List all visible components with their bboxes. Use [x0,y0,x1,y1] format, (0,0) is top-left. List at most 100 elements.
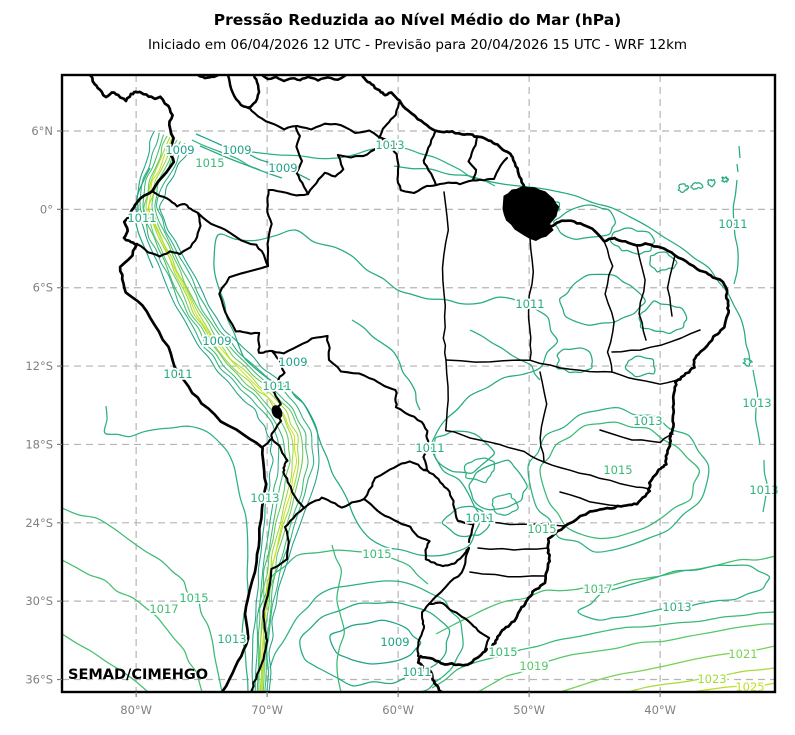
isobar-1013 [742,357,753,367]
isobar-label: 1023 [697,672,726,686]
isobar-label: 1015 [527,522,556,536]
isobar-1013 [577,564,771,621]
isobar-1011 [732,179,739,285]
isobar-label: 1009 [380,635,409,649]
isobar-1013 [103,405,249,691]
state-border [603,240,615,373]
country-border [467,135,479,182]
lon-tick-label: 70°W [251,703,283,717]
isobar-1011 [393,165,751,363]
isobar-label: 1015 [603,463,632,477]
state-border [441,191,450,361]
isobar-1013 [491,492,519,516]
isobar-label: 1015 [195,156,224,170]
isobar-label: 1011 [402,665,431,679]
isobar-label: 1011 [465,511,494,525]
isobar-label: 1009 [278,355,307,369]
isobar-label: 1013 [749,483,778,497]
isobar-1011 [609,227,656,255]
lat-tick-label: 0° [40,202,53,216]
isobar-1011 [721,176,730,183]
isobar-andes [156,142,315,691]
lat-tick-label: 30°S [25,594,53,608]
country-border [294,126,310,196]
isobar-label: 1009 [165,143,194,157]
lon-tick-label: 80°W [120,703,152,717]
map-frame [60,73,777,694]
coastline-east [361,76,731,691]
country-border [416,602,431,658]
isobar-1015 [63,507,223,691]
coastline-borders-layer [89,76,731,691]
isobar-1019 [478,623,774,691]
isobar-1011 [469,329,541,381]
state-border [636,245,647,341]
isobar-1013 [463,457,496,484]
isobar-andes [135,130,274,691]
isobar-1013 [762,459,768,513]
country-border [427,601,491,652]
isobar-1013 [752,369,761,445]
isobar-1013 [269,580,464,691]
isobar-label: 1011 [515,297,544,311]
isobar-label: 1011 [163,367,192,381]
isobar-label: 1009 [202,334,231,348]
state-border [445,359,545,463]
isobar-andes [143,135,291,691]
isobar-1011 [213,229,559,557]
coastline-west [89,76,268,691]
isobar-1013 [191,139,261,171]
country-border [247,105,398,146]
isobar-1023 [629,667,774,691]
isobar-1011 [441,505,491,538]
state-border [539,371,548,463]
credit-label: SEMAD/CIMEHGO [68,667,208,683]
isobar-1011 [199,145,283,179]
isobar-andes [139,132,280,691]
isobar-label: 1011 [127,211,156,225]
isobar-1015 [431,611,774,689]
coastline-venezuela [261,76,347,83]
lat-tick-label: 18°S [25,437,53,451]
lon-tick-label: 50°W [513,703,545,717]
isobar-1025 [694,682,774,691]
lat-tick-label: 12°S [25,359,53,373]
amazon-delta [502,186,560,241]
isobar-1015 [331,544,345,691]
coastline-caribbean [197,76,219,80]
isobar-label: 1011 [718,217,747,231]
state-border [527,237,535,361]
isobar-andes [142,134,287,691]
page-subtitle: Iniciado em 06/04/2026 12 UTC - Previsão… [147,37,688,53]
isobar-1017 [63,633,148,691]
axis-layer: 80°W 70°W 60°W 50°W 40°W 6°N 0° 6°S 12°S 18°S 24°S… [25,124,676,717]
isobar-label: 1015 [179,591,208,605]
isobar-label: 1013 [217,632,246,646]
country-border [250,506,306,691]
isobar-1011 [649,251,678,273]
isobar-label: 1013 [633,414,662,428]
country-border [302,496,366,510]
state-border [543,461,650,490]
isobar-1011 [638,300,688,335]
lat-tick-label: 6°N [31,124,53,138]
isobar-label: 1021 [728,647,757,661]
page-title: Pressão Reduzida ao Nível Médio do Mar (… [213,11,622,29]
isobar-label: 1017 [149,602,178,616]
isobar-1011 [433,430,495,474]
isobar-1015 [539,421,701,540]
lake-maracaibo [226,76,261,110]
isobar-1011 [707,178,716,188]
isobar-label: 1009 [268,161,297,175]
country-border [196,211,270,268]
isobar-1011 [736,163,739,173]
isobar-andes [159,144,320,691]
state-border [611,329,701,353]
isobar-label: 1013 [662,600,691,614]
state-border [469,571,546,578]
isobar-label: 1019 [519,659,548,673]
lat-tick-label: 36°S [25,673,53,687]
state-border [559,491,621,507]
